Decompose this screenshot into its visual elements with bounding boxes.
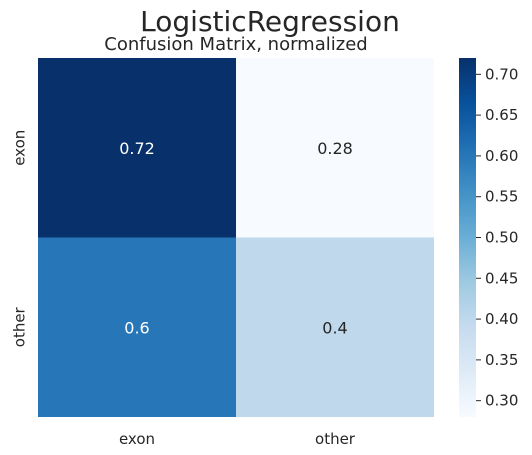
heatmap-cell [236, 58, 434, 238]
x-tick-label: other [315, 430, 356, 448]
heatmap-cell-label: 0.6 [124, 318, 149, 337]
colorbar-tick-label: 0.40 [485, 310, 518, 328]
x-tick-label: exon [119, 430, 155, 448]
colorbar-tick-label: 0.50 [485, 229, 518, 247]
colorbar-tick-label: 0.70 [485, 65, 518, 83]
colorbar-tick-label: 0.65 [485, 106, 518, 124]
colorbar [459, 58, 476, 417]
chart-title: Confusion Matrix, normalized [104, 34, 367, 55]
heatmap-cell [38, 58, 236, 238]
heatmap-cell [236, 237, 434, 417]
y-axis-tick-labels: exon other [11, 130, 29, 348]
colorbar-tick-label: 0.55 [485, 188, 518, 206]
colorbar-tick-label: 0.30 [485, 392, 518, 410]
colorbar-tick-labels: 0.30 0.35 0.40 0.45 0.50 0.55 0.60 0.65 0.70 [476, 65, 518, 410]
heatmap-cell-labels: 0.72 0.28 0.6 0.4 [119, 139, 353, 338]
heatmap-cell [38, 237, 236, 417]
heatmap-cells [38, 58, 434, 417]
heatmap-cell-label: 0.72 [119, 139, 155, 158]
colorbar-tick-label: 0.60 [485, 147, 518, 165]
x-axis-tick-labels: exon other [119, 430, 356, 448]
figure-suptitle: LogisticRegression [140, 5, 400, 38]
heatmap-cell-label: 0.4 [322, 318, 347, 337]
colorbar-tick-label: 0.45 [485, 269, 518, 287]
y-tick-label: exon [11, 130, 29, 166]
y-tick-label: other [11, 306, 29, 347]
heatmap-cell-label: 0.28 [317, 139, 353, 158]
colorbar-tick-label: 0.35 [485, 351, 518, 369]
